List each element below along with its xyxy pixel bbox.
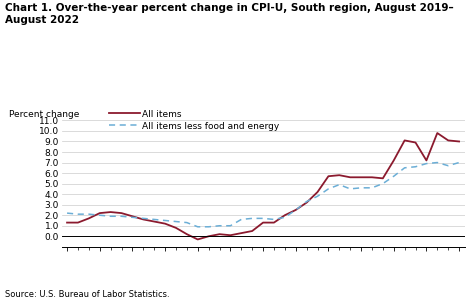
All items less food and energy: [293, 208, 299, 212]
All items less food and energy: [315, 194, 320, 198]
All items less food and energy: [64, 211, 70, 215]
All items: [413, 141, 419, 144]
All items: [173, 226, 179, 230]
All items less food and energy: [446, 164, 451, 167]
All items less food and energy: [228, 224, 233, 228]
All items less food and energy: [391, 175, 397, 178]
All items less food and energy: [456, 161, 462, 164]
All items: [108, 210, 113, 214]
All items: [347, 175, 353, 179]
All items less food and energy: [75, 213, 81, 216]
All items: [129, 214, 135, 218]
Text: Source: U.S. Bureau of Labor Statistics.: Source: U.S. Bureau of Labor Statistics.: [5, 290, 169, 299]
All items: [293, 208, 299, 212]
Line: All items less food and energy: All items less food and energy: [67, 163, 459, 227]
All items less food and energy: [140, 217, 146, 220]
All items: [282, 213, 288, 217]
All items: [260, 221, 266, 225]
All items: [358, 175, 364, 179]
All items less food and energy: [260, 217, 266, 220]
All items: [446, 138, 451, 142]
All items: [435, 131, 440, 135]
Line: All items: All items: [67, 133, 459, 240]
All items less food and energy: [358, 186, 364, 190]
All items less food and energy: [206, 225, 211, 229]
All items less food and energy: [97, 213, 102, 217]
All items less food and energy: [151, 218, 157, 221]
All items: [64, 221, 70, 225]
All items less food and energy: [195, 225, 201, 229]
All items: [118, 211, 124, 215]
Text: All items: All items: [142, 110, 182, 119]
Text: Percent change: Percent change: [9, 110, 80, 119]
All items: [195, 238, 201, 241]
All items: [97, 211, 102, 215]
All items less food and energy: [337, 183, 342, 186]
All items: [424, 159, 429, 162]
All items less food and energy: [129, 216, 135, 219]
All items less food and energy: [271, 218, 277, 221]
All items less food and energy: [238, 218, 244, 221]
All items: [86, 217, 91, 220]
All items: [184, 232, 190, 236]
All items: [271, 221, 277, 225]
All items: [217, 232, 222, 236]
All items less food and energy: [118, 214, 124, 218]
All items less food and energy: [184, 221, 190, 225]
All items: [238, 231, 244, 235]
All items less food and energy: [424, 162, 429, 166]
All items: [456, 140, 462, 143]
All items less food and energy: [402, 166, 408, 170]
All items less food and energy: [326, 187, 331, 191]
All items: [380, 176, 386, 180]
All items: [337, 173, 342, 177]
All items less food and energy: [347, 187, 353, 191]
All items: [391, 159, 397, 162]
All items less food and energy: [217, 224, 222, 228]
All items: [326, 175, 331, 178]
All items less food and energy: [282, 216, 288, 219]
All items less food and energy: [380, 182, 386, 185]
All items: [228, 234, 233, 237]
All items less food and energy: [369, 186, 375, 190]
All items less food and energy: [162, 219, 168, 222]
All items: [206, 234, 211, 238]
All items less food and energy: [249, 217, 255, 220]
All items less food and energy: [108, 214, 113, 218]
All items: [315, 190, 320, 194]
All items: [75, 221, 81, 225]
Text: All items less food and energy: All items less food and energy: [142, 122, 280, 131]
Text: Chart 1. Over-the-year percent change in CPI-U, South region, August 2019–
Augus: Chart 1. Over-the-year percent change in…: [5, 3, 453, 25]
All items less food and energy: [304, 200, 310, 203]
All items less food and energy: [413, 165, 419, 169]
All items less food and energy: [173, 220, 179, 223]
All items: [304, 201, 310, 204]
All items: [151, 220, 157, 223]
All items: [369, 175, 375, 179]
All items less food and energy: [86, 213, 91, 216]
All items: [402, 138, 408, 142]
All items: [140, 218, 146, 221]
All items: [249, 229, 255, 233]
All items: [162, 222, 168, 225]
All items less food and energy: [435, 161, 440, 164]
